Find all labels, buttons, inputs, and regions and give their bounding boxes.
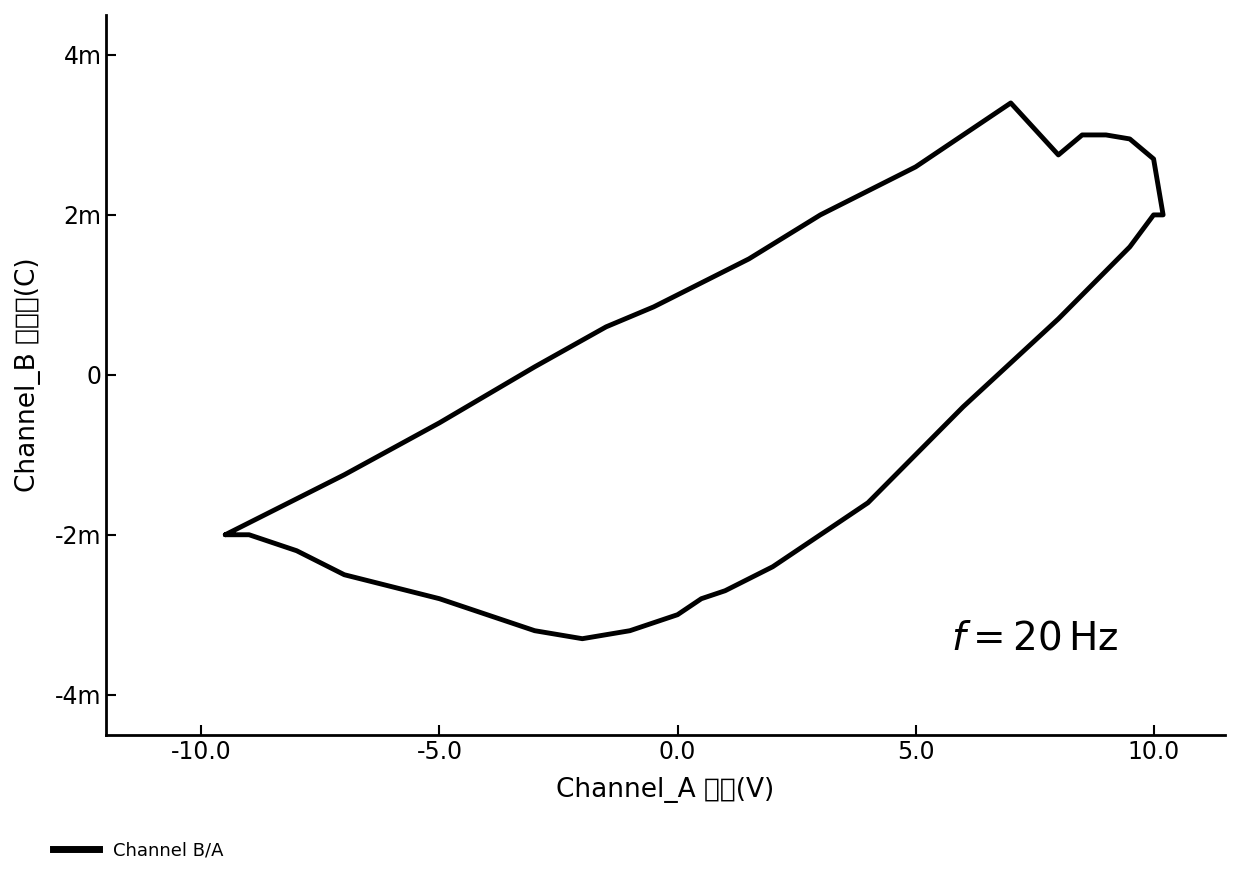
Legend: Channel B/A: Channel B/A <box>46 834 231 867</box>
Text: $f = 20\,\mathrm{Hz}$: $f = 20\,\mathrm{Hz}$ <box>951 620 1118 657</box>
X-axis label: Channel_A 电压(V): Channel_A 电压(V) <box>557 777 775 803</box>
Y-axis label: Channel_B 电荷量(C): Channel_B 电荷量(C) <box>15 258 41 492</box>
